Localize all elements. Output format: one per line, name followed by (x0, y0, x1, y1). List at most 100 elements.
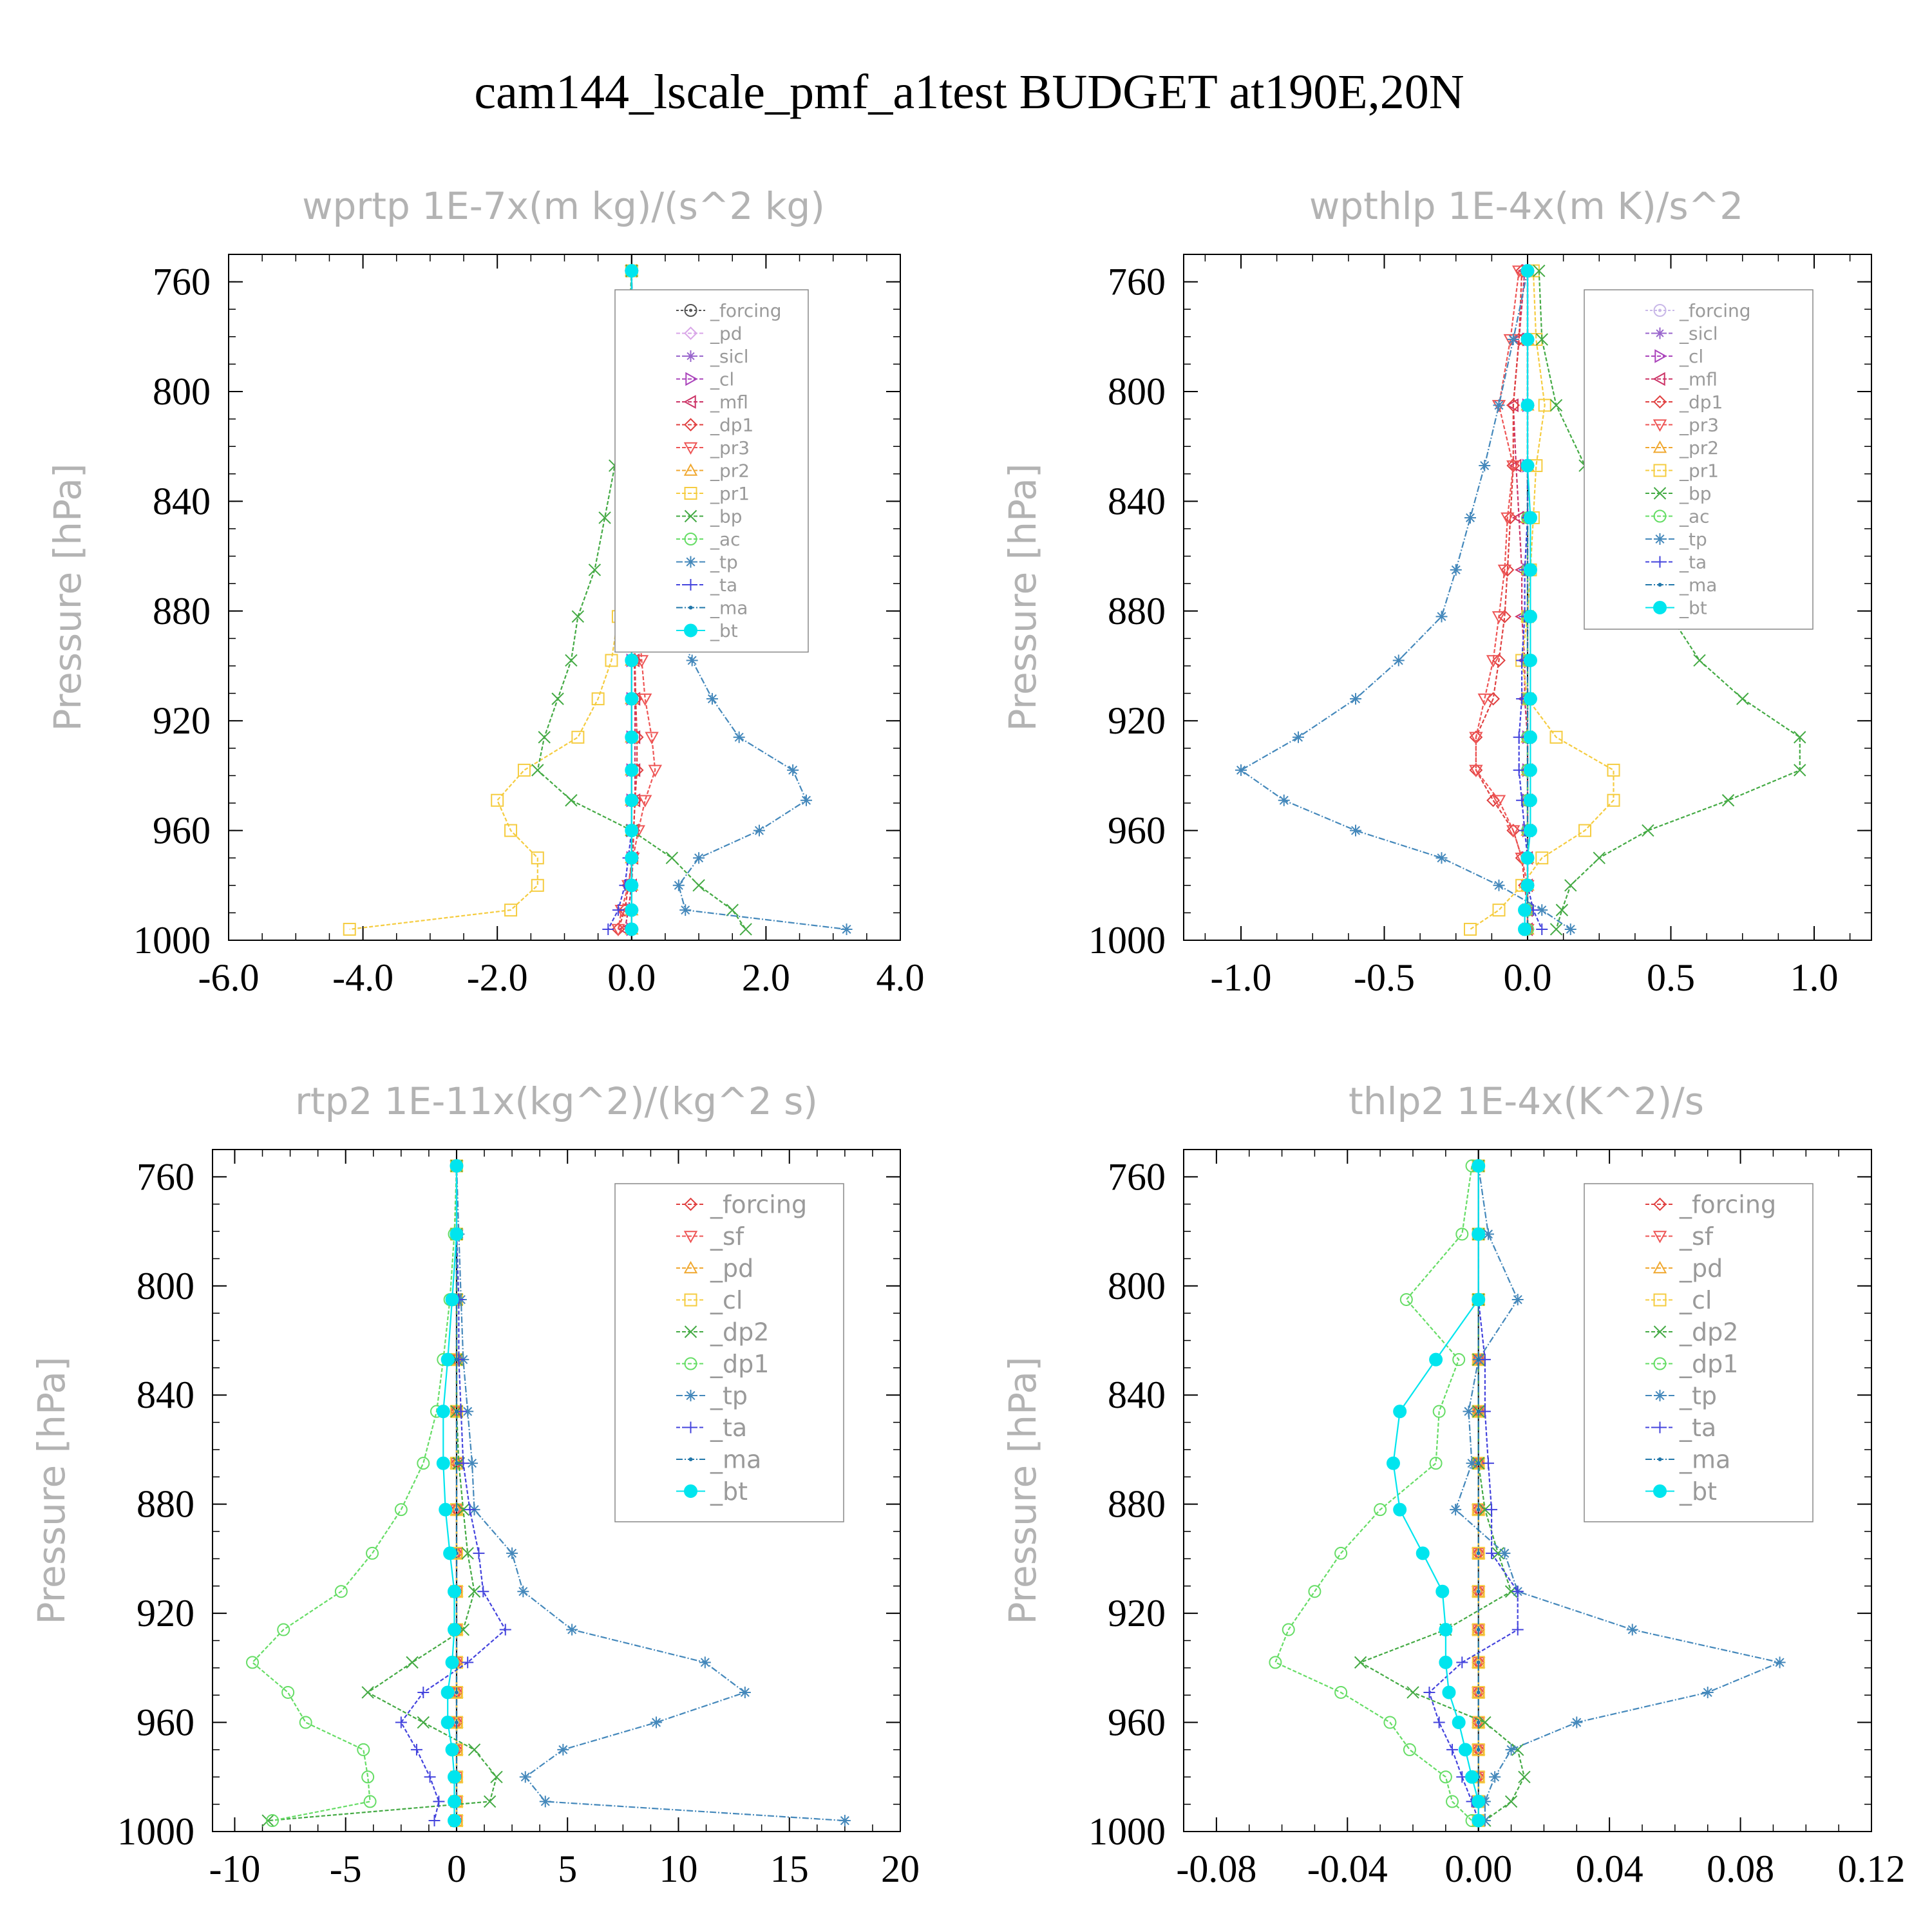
data-point-bt (1523, 793, 1537, 808)
data-point-dp2 (361, 1686, 374, 1699)
data-point-bt (1520, 851, 1535, 865)
data-point-tp (1626, 1624, 1638, 1636)
data-point-dp2 (1518, 1770, 1531, 1783)
x-tick-label: 4.0 (876, 956, 925, 999)
data-point-dp2 (1354, 1656, 1367, 1669)
data-point-dp2 (468, 1743, 481, 1756)
data-point-tp (1511, 1293, 1524, 1305)
data-point-bt (1458, 1743, 1472, 1757)
legend-entry: _cl (710, 368, 734, 390)
x-tick-label: 5 (558, 1848, 577, 1890)
series-group (1269, 1159, 1786, 1828)
data-point-dp1 (1446, 1795, 1459, 1808)
data-point-ma (1476, 1747, 1481, 1752)
data-point-ma (454, 1690, 459, 1694)
data-point-bt (1472, 1814, 1486, 1828)
data-point-bt (1439, 1655, 1453, 1669)
data-point-ta (1456, 1656, 1468, 1669)
panel-title: rtp2 1E-11x(kg^2)/(kg^2 s) (295, 1079, 818, 1123)
x-tick-label: 0.08 (1707, 1848, 1774, 1890)
series-line-dp1 (1274, 1166, 1473, 1821)
legend-marker (1653, 464, 1667, 477)
data-point-bt (1523, 653, 1537, 667)
data-point-bt (625, 903, 639, 917)
data-point-bt (1429, 1352, 1443, 1367)
x-tick-label: 15 (770, 1848, 809, 1890)
data-point-pr3 (638, 795, 652, 808)
data-point-tp (466, 1457, 478, 1470)
data-point-tp (1482, 1228, 1494, 1240)
data-point-cl (1472, 1685, 1485, 1699)
data-point-ta (1423, 1686, 1435, 1698)
data-point-ma (1476, 1627, 1481, 1632)
data-point-pr1 (517, 763, 531, 777)
legend-marker (685, 372, 698, 386)
legend: _forcing _sf _pd _cl _dp2 _dp1 _tp _ta _ma _bt (1584, 1183, 1814, 1522)
legend-marker (1653, 1484, 1667, 1498)
legend-marker (1653, 1325, 1667, 1338)
data-point-bt (440, 1716, 455, 1730)
data-point-bp (1549, 923, 1563, 936)
data-point-ma (454, 1720, 459, 1725)
data-point-pr1 (1492, 904, 1506, 917)
data-point-pr1 (531, 878, 544, 892)
legend-marker (1654, 556, 1666, 568)
data-point-pr3 (611, 923, 625, 937)
data-point-ta (1536, 923, 1548, 935)
x-tick-label: -1.0 (1211, 956, 1272, 999)
legend-entry: _pr3 (710, 437, 750, 459)
legend-entry: _bt (710, 1477, 748, 1506)
y-tick-label: 960 (1108, 810, 1166, 852)
legend-marker (683, 463, 698, 476)
legend-entry: _bt (1679, 597, 1707, 618)
data-point-bt (1520, 332, 1535, 346)
data-point-tp (519, 1771, 531, 1783)
y-tick-label: 880 (1108, 1483, 1166, 1526)
y-tick-label: 920 (153, 699, 211, 742)
data-point-bt (1523, 824, 1537, 838)
data-point-tp (1463, 1405, 1475, 1417)
data-point-tp (1392, 654, 1405, 667)
data-point-dp1 (1501, 563, 1515, 577)
legend-marker (684, 487, 697, 500)
y-tick-label: 800 (1108, 1265, 1166, 1307)
data-point-bt (1523, 692, 1537, 706)
data-point-dp1 (246, 1656, 260, 1669)
y-tick-label: 920 (1108, 699, 1166, 742)
data-point-ta (499, 1624, 511, 1636)
data-point-pr1 (1549, 730, 1563, 744)
y-tick-label: 880 (1108, 590, 1166, 632)
data-point-pr1 (591, 692, 605, 706)
data-point-ma (454, 1409, 459, 1414)
y-tick-label: 1000 (117, 1810, 194, 1853)
data-point-dp1 (1403, 1743, 1416, 1756)
data-point-pr1 (1578, 824, 1591, 837)
data-point-ta (464, 1504, 476, 1516)
data-point-tp (840, 923, 853, 935)
data-point-tp (753, 824, 765, 837)
legend-entry: _dp1 (710, 1350, 769, 1378)
legend-entry: _ta (710, 574, 737, 596)
data-point-pr1 (1535, 851, 1549, 865)
data-point-pr3 (1477, 693, 1492, 706)
y-axis-label: Pressure [hPa] (30, 1356, 73, 1624)
data-point-ta (1482, 1457, 1494, 1470)
legend-marker (684, 1197, 697, 1211)
data-point-bt (1393, 1405, 1407, 1419)
data-point-tp (1489, 1771, 1501, 1783)
x-tick-label: -0.5 (1354, 956, 1415, 999)
y-tick-label: 840 (153, 480, 211, 522)
data-point-pr3 (648, 764, 663, 777)
y-tick-label: 920 (137, 1592, 194, 1634)
legend-entry: _pd (1679, 1254, 1723, 1282)
legend-entry: _bt (1679, 1477, 1717, 1506)
data-point-tp (733, 731, 745, 743)
data-point-ma (1476, 1461, 1481, 1466)
legend-entry: _dp2 (710, 1318, 769, 1346)
data-point-bt (1472, 1227, 1486, 1241)
data-point-ta (1513, 731, 1525, 743)
data-point-dp2 (417, 1716, 430, 1729)
legend-box (1584, 289, 1814, 630)
legend-marker (684, 1325, 697, 1338)
data-point-pr3 (1469, 732, 1483, 744)
